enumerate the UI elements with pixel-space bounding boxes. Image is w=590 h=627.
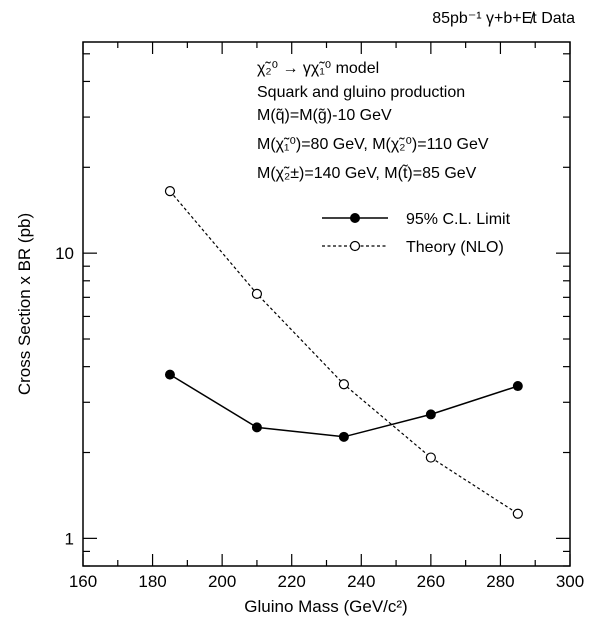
axis-tick-labels: 160 180 200 220 240 260 280 300 1 10	[55, 244, 584, 591]
y-axis-title: Cross Section x BR (pb)	[15, 213, 34, 395]
annotation-line: χ̃₂⁰ → γχ̃₁⁰ model	[257, 60, 379, 77]
x-tick-label: 160	[69, 572, 97, 591]
x-tick-label: 180	[138, 572, 166, 591]
legend: 95% C.L. Limit Theory (NLO)	[322, 211, 511, 256]
x-tick-label: 240	[347, 572, 375, 591]
legend-theory-marker	[349, 240, 361, 252]
legend-limit-marker	[350, 213, 360, 223]
annotation-line: M(χ̃₁⁰)=80 GeV, M(χ̃₂⁰)=110 GeV	[257, 136, 489, 153]
limit-data-point	[425, 409, 436, 420]
series-layer	[164, 186, 523, 519]
annotation-line: Squark and gluino production	[257, 84, 465, 101]
model-annotations: χ̃₂⁰ → γχ̃₁⁰ model Squark and gluino pro…	[257, 60, 489, 182]
annotation-line: M(χ̃₂±)=140 GeV, M(t̃)=85 GeV	[257, 163, 477, 182]
axis-ticks	[82, 42, 571, 567]
x-tick-label: 220	[278, 572, 306, 591]
theory-data-point	[512, 508, 523, 519]
theory-data-point	[425, 452, 436, 463]
x-tick-label: 260	[417, 572, 445, 591]
theory-data-point	[338, 379, 349, 390]
legend-limit-label: 95% C.L. Limit	[406, 211, 511, 228]
y-tick-label: 10	[55, 244, 74, 263]
theory-data-point	[164, 186, 176, 197]
y-tick-label: 1	[65, 529, 74, 548]
limit-data-point	[512, 381, 523, 392]
annotation-line: M(q̃)=M(g̃)-10 GeV	[257, 107, 392, 124]
limit-data-point	[164, 369, 175, 380]
x-tick-label: 280	[486, 572, 514, 591]
x-tick-label: 300	[556, 572, 584, 591]
theory-data-point	[251, 288, 263, 299]
chart-title: 85pb⁻¹ γ+b+E̸t Data	[432, 10, 575, 27]
x-tick-label: 200	[208, 572, 236, 591]
limit-data-point	[338, 431, 349, 442]
legend-theory-label: Theory (NLO)	[406, 239, 504, 256]
x-axis-title: Gluino Mass (GeV/c²)	[244, 597, 407, 616]
limit-data-point	[251, 422, 262, 433]
